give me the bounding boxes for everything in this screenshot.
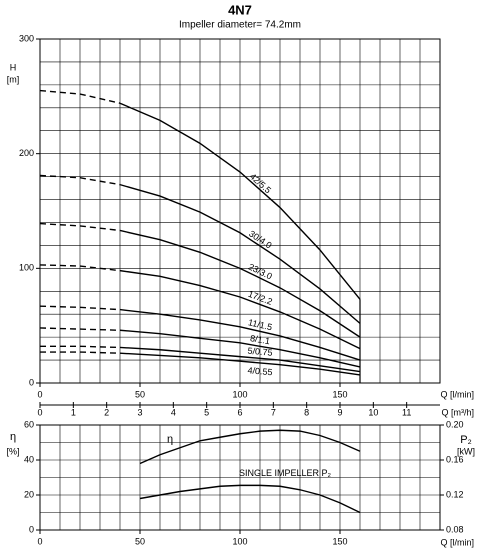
- y-tick-label: 300: [19, 33, 34, 43]
- x2-axis-label: Q [m³/h]: [441, 407, 474, 417]
- x2-tick-label: 6: [237, 407, 242, 417]
- y-tick-label: 60: [24, 419, 34, 429]
- curve: [39, 305, 121, 311]
- curve: [119, 329, 361, 368]
- x-tick-label: 150: [332, 536, 347, 546]
- series-label: 42/5.5: [248, 171, 273, 195]
- y2-tick-label: 0.16: [446, 454, 464, 464]
- x-tick-label: 150: [332, 389, 347, 399]
- y-tick-label: 0: [29, 377, 34, 387]
- x-axis-label: Q [l/min]: [440, 537, 474, 547]
- series-label: 8/1.1: [249, 333, 270, 346]
- curve: [139, 429, 361, 465]
- curve: [119, 308, 361, 361]
- y-tick-label: 40: [24, 454, 34, 464]
- series-label: η: [167, 434, 173, 446]
- curve: [39, 264, 121, 272]
- x-tick-label: 0: [37, 536, 42, 546]
- x2-tick-label: 5: [204, 407, 209, 417]
- y-tick-label: 20: [24, 489, 34, 499]
- y-axis-unit: [%]: [6, 446, 19, 456]
- x2-tick-label: 11: [402, 407, 411, 417]
- curve: [39, 174, 121, 186]
- x-axis-label: Q [l/min]: [440, 389, 474, 399]
- curve: [119, 352, 361, 376]
- curve: [119, 102, 361, 300]
- x-tick-label: 100: [232, 536, 247, 546]
- x2-tick-label: 2: [104, 407, 109, 417]
- curve: [39, 89, 121, 104]
- curve: [119, 229, 361, 338]
- chart-subtitle: Impeller diameter= 74.2mm: [179, 20, 301, 31]
- y2-axis-label: P₂: [460, 434, 472, 446]
- series-label: 4/0.55: [247, 365, 273, 377]
- series-label: 5/0.75: [247, 346, 273, 358]
- y-tick-label: 200: [19, 148, 34, 158]
- x-tick-label: 50: [135, 536, 145, 546]
- x2-tick-label: 1: [71, 407, 76, 417]
- x2-tick-label: 10: [368, 407, 378, 417]
- curve: [39, 222, 121, 232]
- x2-tick-label: 8: [304, 407, 309, 417]
- y-axis-unit: [m]: [7, 74, 20, 84]
- y2-tick-label: 0.20: [446, 419, 464, 429]
- x2-tick-label: 4: [171, 407, 176, 417]
- curve: [40, 345, 121, 349]
- x-tick-label: 50: [135, 389, 145, 399]
- y2-tick-label: 0.12: [446, 489, 464, 499]
- curve: [139, 484, 361, 514]
- x-tick-label: 0: [37, 389, 42, 399]
- x-tick-label: 100: [232, 389, 247, 399]
- x2-tick-label: 7: [271, 407, 276, 417]
- y-axis-label: η: [10, 431, 16, 443]
- x2-tick-label: 0: [37, 407, 42, 417]
- x2-tick-label: 9: [337, 407, 342, 417]
- curve: [39, 327, 121, 331]
- y-tick-label: 0: [29, 524, 34, 534]
- y-tick-label: 100: [19, 263, 34, 273]
- y-axis-label: H: [10, 62, 17, 72]
- y2-tick-label: 0.08: [446, 524, 464, 534]
- curve: [40, 351, 121, 354]
- curve: [119, 346, 361, 373]
- y2-axis-unit: [kW]: [457, 446, 475, 456]
- curve: [119, 183, 361, 324]
- chart-title: 4N7: [228, 2, 252, 17]
- x2-tick-label: 3: [137, 407, 142, 417]
- curve: [119, 269, 361, 350]
- series-label: SINGLE IMPELLER P₂: [239, 468, 332, 478]
